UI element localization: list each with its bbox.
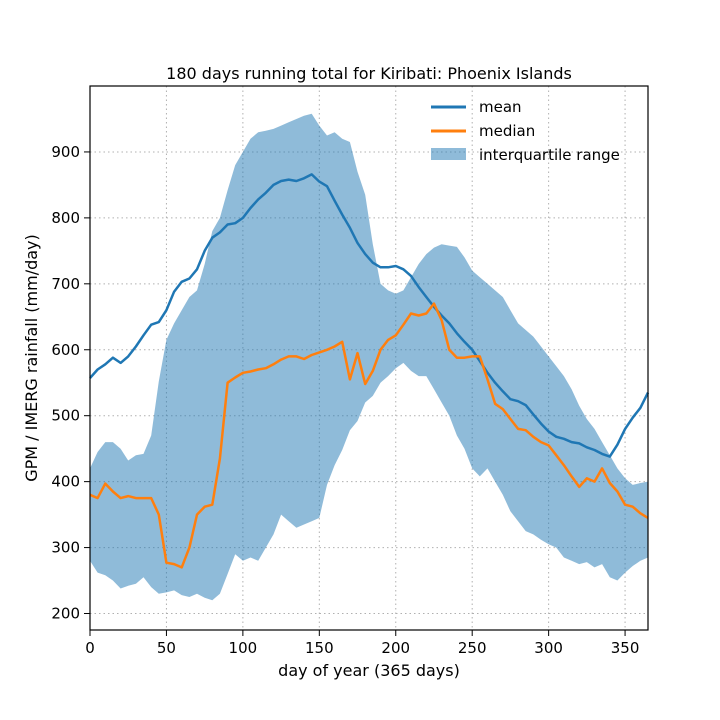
legend-iqr-swatch	[431, 148, 466, 160]
x-tick-label: 300	[534, 639, 563, 657]
x-tick-label: 250	[458, 639, 487, 657]
y-tick-label: 400	[51, 473, 80, 491]
axis-ticks: 0 50 100 150 200 250 300 350 200 300 400 500 600 700 8…	[51, 143, 639, 657]
y-tick-label: 500	[51, 407, 80, 425]
y-axis-label: GPM / IMERG rainfall (mm/day)	[22, 234, 41, 482]
y-tick-label: 900	[51, 143, 80, 161]
axes-frame	[89, 85, 649, 631]
y-tick-label: 700	[51, 275, 80, 293]
x-axis-label: day of year (365 days)	[278, 661, 460, 680]
y-tick-label: 300	[51, 539, 80, 557]
x-tick-label: 0	[85, 639, 95, 657]
x-tick-label: 350	[611, 639, 640, 657]
legend: mean median interquartile range	[431, 98, 620, 164]
x-tick-label: 200	[381, 639, 410, 657]
y-tick-label: 600	[51, 341, 80, 359]
y-tick-label: 800	[51, 209, 80, 227]
legend-mean-label: mean	[479, 98, 522, 116]
legend-median-label: median	[479, 122, 535, 140]
legend-iqr-label: interquartile range	[479, 146, 620, 164]
chart-title: 180 days running total for Kiribati: Pho…	[166, 64, 572, 83]
y-tick-label: 200	[51, 605, 80, 623]
iqr-band	[90, 113, 648, 601]
plot-area	[89, 113, 650, 601]
x-tick-label: 150	[305, 639, 334, 657]
x-tick-label: 100	[229, 639, 258, 657]
x-tick-label: 50	[157, 639, 176, 657]
mean-line	[89, 173, 650, 458]
median-line	[89, 302, 649, 569]
